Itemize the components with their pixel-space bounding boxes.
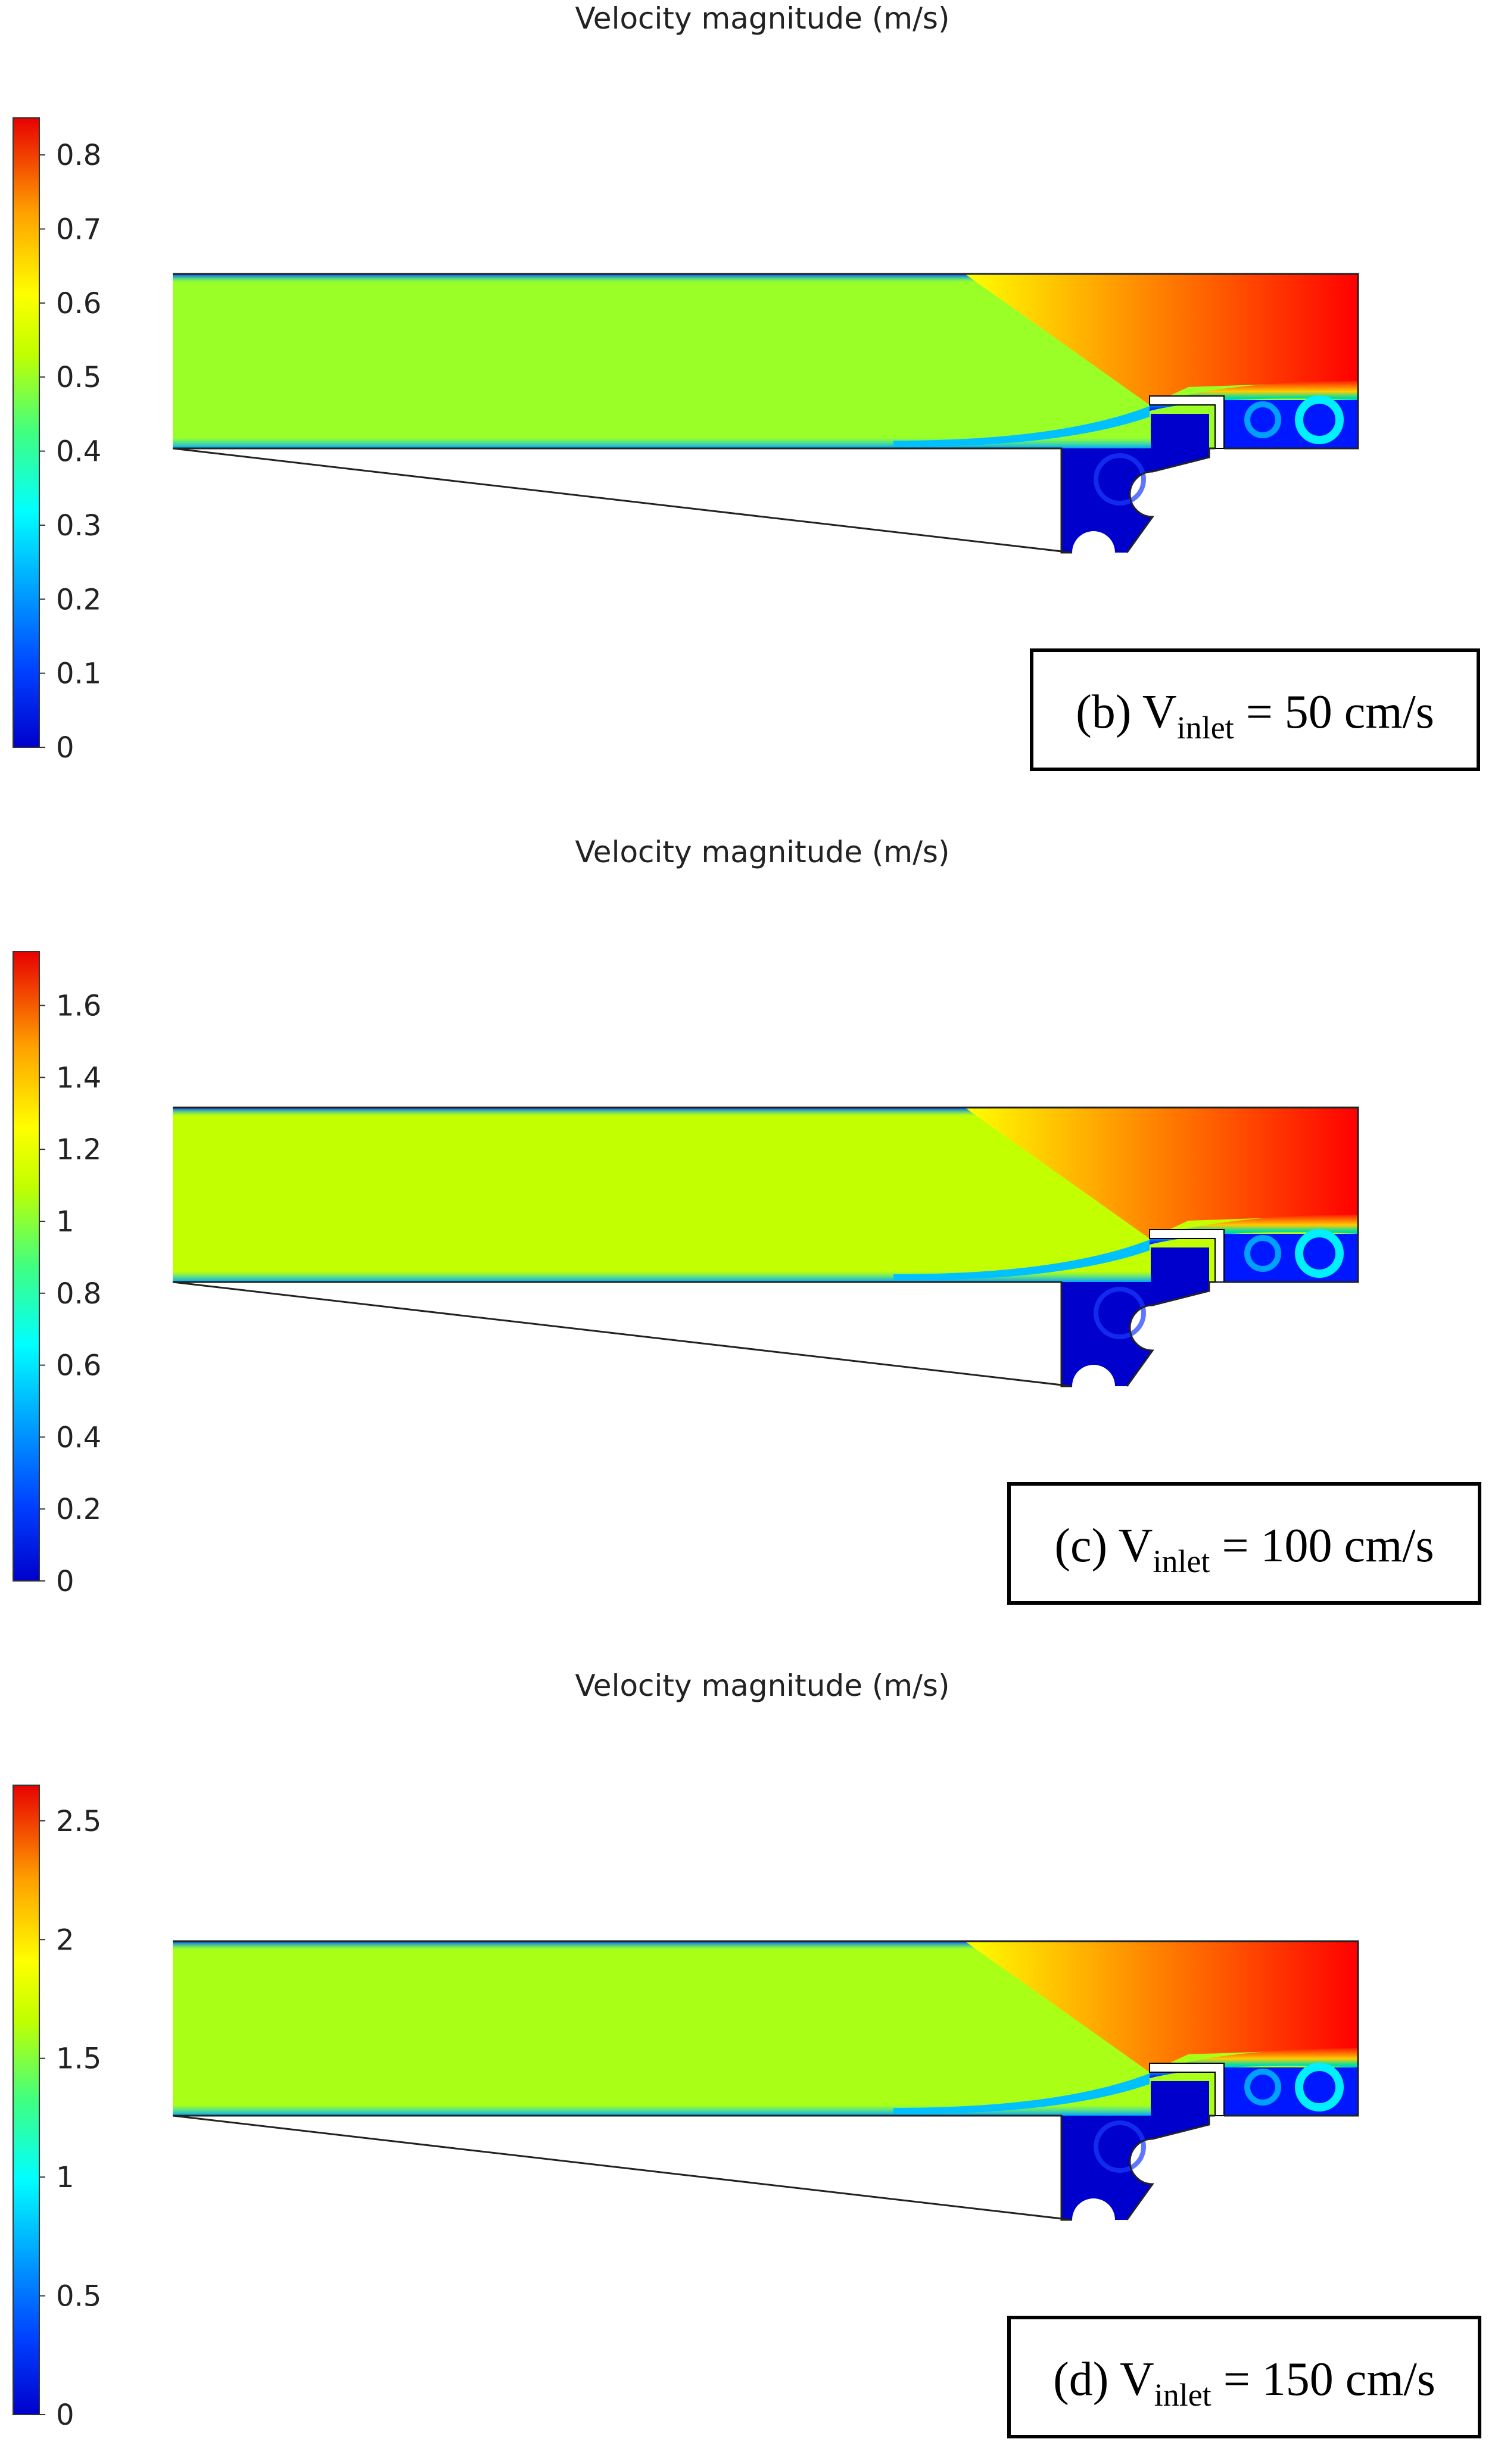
vortex-large bbox=[1295, 395, 1344, 444]
colorbar-tick-label: 0 bbox=[56, 2398, 74, 2432]
flow-domain bbox=[172, 273, 1359, 554]
colorbar-tick-label: 0.8 bbox=[56, 1277, 101, 1311]
colorbar-tick-label: 0.4 bbox=[56, 1421, 101, 1454]
colorbar bbox=[13, 1785, 40, 2415]
panel-b: Velocity magnitude (m/s) 0 0.1 0.2 0.3 0.4 0.5… bbox=[13, 1, 1480, 771]
domain-outline bbox=[172, 273, 1359, 554]
panel-c: Velocity magnitude (m/s) 0 0.2 0.4 0.6 0.8 1 1.… bbox=[13, 835, 1481, 1605]
colorbar-tick-label: 0.2 bbox=[56, 1493, 101, 1526]
shear-layer bbox=[1150, 1215, 1358, 1245]
flow-domain bbox=[172, 1940, 1359, 2221]
vortex-small bbox=[1244, 2069, 1281, 2106]
colorbar-tick-label: 0 bbox=[56, 1565, 74, 1598]
colorbar-tick-label: 2 bbox=[56, 1923, 74, 1957]
flow-domain bbox=[172, 1106, 1359, 1387]
cavity-vortex bbox=[1094, 453, 1146, 506]
colorbar-tick-label: 0.8 bbox=[56, 139, 101, 172]
caption-text: (d) Vinlet = 150 cm/s bbox=[1053, 2353, 1435, 2413]
vortex-small bbox=[1244, 1235, 1281, 1272]
shear-layer bbox=[1150, 2048, 1358, 2078]
separation-layer bbox=[893, 2073, 1150, 2114]
plot-title: Velocity magnitude (m/s) bbox=[575, 835, 949, 869]
cavity-vortex bbox=[1094, 2120, 1146, 2173]
colorbar-tick-label: 0.7 bbox=[56, 213, 101, 247]
separation-layer bbox=[893, 406, 1150, 447]
colorbar-tick-label: 0.5 bbox=[56, 2280, 101, 2313]
colorbar-tick-label: 0.4 bbox=[56, 435, 101, 469]
cavity-field bbox=[1061, 2081, 1209, 2220]
colorbar-tick-label: 1 bbox=[56, 1205, 74, 1239]
cavity-field bbox=[1061, 414, 1209, 553]
plot-title: Velocity magnitude (m/s) bbox=[575, 1668, 949, 1703]
colorbar-tick-label: 2.5 bbox=[56, 1805, 101, 1838]
colorbar bbox=[13, 951, 40, 1582]
vortex-small bbox=[1244, 401, 1281, 438]
colorbar-tick-label: 0.2 bbox=[56, 583, 101, 616]
plot-title: Velocity magnitude (m/s) bbox=[575, 1, 949, 36]
jet-region bbox=[965, 274, 1358, 405]
domain-outline bbox=[172, 1106, 1359, 1387]
separation-layer bbox=[893, 1240, 1150, 1281]
shear-layer bbox=[1150, 381, 1358, 411]
vortex-large bbox=[1295, 1229, 1344, 1278]
vortex-large bbox=[1295, 2063, 1344, 2111]
colorbar-tick-label: 1.2 bbox=[56, 1133, 101, 1166]
colorbar-tick-label: 0.6 bbox=[56, 287, 101, 320]
colorbar-tick-label: 1.5 bbox=[56, 2042, 101, 2076]
colorbar-tick-label: 1.4 bbox=[56, 1061, 101, 1094]
caption-box bbox=[1030, 648, 1480, 771]
panel-d: Velocity magnitude (m/s) 0 0.5 1 1.5 2 2.5 (d) … bbox=[13, 1668, 1481, 2438]
cavity-vortex bbox=[1094, 1287, 1146, 1339]
colorbar-tick-label: 0 bbox=[56, 731, 74, 765]
colorbar-tick-label: 1.6 bbox=[56, 990, 101, 1023]
caption-box bbox=[1007, 2316, 1481, 2438]
jet-region bbox=[965, 1108, 1358, 1239]
caption-text: (c) Vinlet = 100 cm/s bbox=[1054, 1520, 1434, 1579]
colorbar-tick-label: 0.1 bbox=[56, 657, 101, 691]
caption-text: (b) Vinlet = 50 cm/s bbox=[1076, 686, 1434, 746]
colorbar-tick-label: 0.5 bbox=[56, 361, 101, 394]
colorbar-tick-label: 1 bbox=[56, 2161, 74, 2194]
domain-outline bbox=[172, 1940, 1359, 2221]
cavity-field bbox=[1061, 1247, 1209, 1386]
colorbar bbox=[13, 117, 40, 748]
colorbar-tick-label: 0.6 bbox=[56, 1349, 101, 1383]
caption-box bbox=[1007, 1482, 1481, 1605]
colorbar-tick-label: 0.3 bbox=[56, 509, 101, 542]
jet-region bbox=[965, 1941, 1358, 2072]
